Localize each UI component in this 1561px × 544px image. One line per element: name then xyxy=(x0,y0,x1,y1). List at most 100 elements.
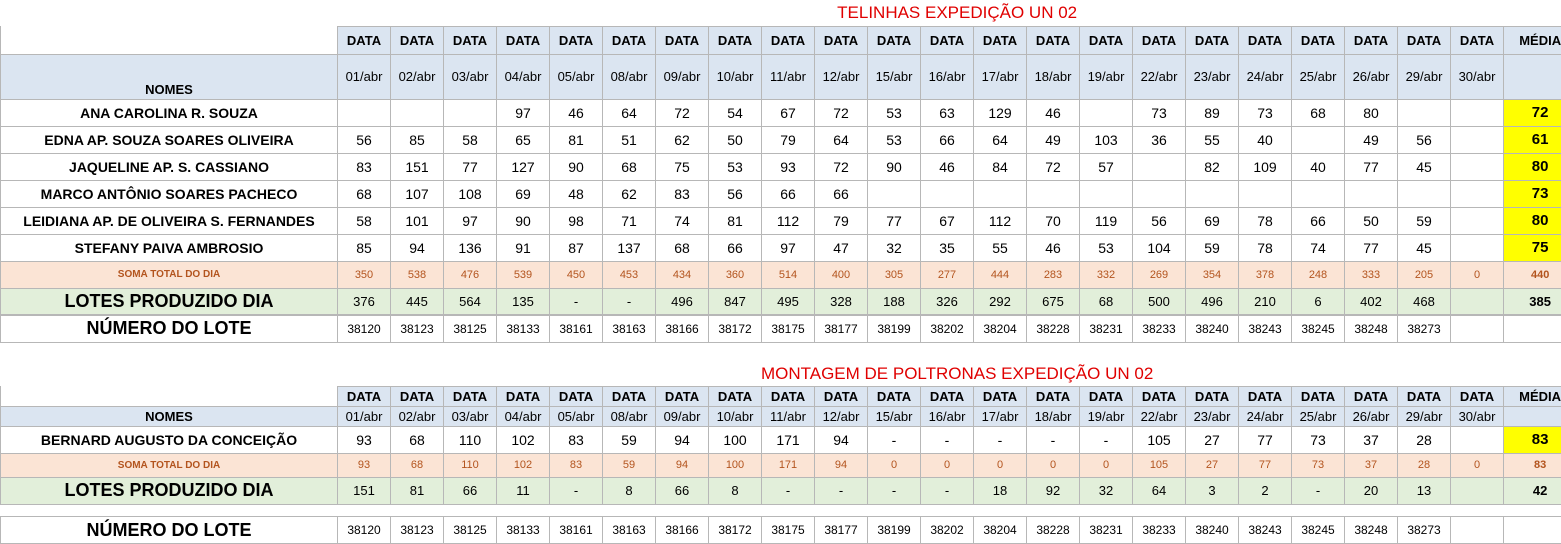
value-cell: 75 xyxy=(655,152,709,181)
numero-cell: 38166 xyxy=(655,314,709,343)
value-cell xyxy=(1079,98,1133,127)
table-row: ANA CAROLINA R. SOUZA 97 46 64 72 54 67 72 53 63 1… xyxy=(0,98,1561,127)
value-cell: 77 xyxy=(443,152,497,181)
value-cell: 45 xyxy=(1397,233,1451,262)
lotes-cell: 564 xyxy=(443,287,497,316)
value-cell: 77 xyxy=(1344,233,1398,262)
lotes-cell: 6 xyxy=(1291,287,1345,316)
value-cell: 81 xyxy=(549,125,603,154)
soma-cell: 538 xyxy=(390,260,444,289)
blank-cell xyxy=(1502,405,1561,427)
value-cell xyxy=(1397,98,1451,127)
data-header: DATA xyxy=(1344,25,1398,55)
value-cell xyxy=(1450,152,1504,181)
lotes-cell: 468 xyxy=(1397,287,1451,316)
value-cell: 171 xyxy=(761,425,815,454)
table-row: BERNARD AUGUSTO DA CONCEIÇÃO 93 68 110 102 83… xyxy=(0,425,1561,454)
media-cell: 80 xyxy=(1502,152,1561,181)
numero-cell: 38202 xyxy=(920,314,974,343)
soma-cell: 94 xyxy=(655,452,709,478)
soma-cell: 453 xyxy=(602,260,656,289)
value-cell: 68 xyxy=(390,425,444,454)
value-cell: 51 xyxy=(602,125,656,154)
value-cell: 59 xyxy=(602,425,656,454)
data-header: DATA xyxy=(655,25,709,55)
numero-label: NÚMERO DO LOTE xyxy=(0,314,338,343)
blank-cell xyxy=(1503,314,1561,343)
date-cell: 08/abr xyxy=(602,405,656,427)
soma-cell: 378 xyxy=(1238,260,1292,289)
date-cell: 01/abr xyxy=(337,53,391,100)
value-cell xyxy=(1344,179,1398,208)
date-cell: 18/abr xyxy=(1026,405,1080,427)
numero-cell: 38177 xyxy=(814,516,868,544)
blank-cell xyxy=(1503,516,1561,544)
table-row: MARCO ANTÔNIO SOARES PACHECO 68 107 108 69 48… xyxy=(0,179,1561,208)
date-cell: 03/abr xyxy=(443,405,497,427)
data-header: DATA xyxy=(973,25,1027,55)
numero-cell: 38133 xyxy=(496,314,550,343)
soma-cell: 333 xyxy=(1344,260,1398,289)
soma-cell: 248 xyxy=(1291,260,1345,289)
value-cell: 90 xyxy=(549,152,603,181)
value-cell: 48 xyxy=(549,179,603,208)
person-name: JAQUELINE AP. S. CASSIANO xyxy=(0,152,338,181)
date-cell: 15/abr xyxy=(867,405,921,427)
value-cell: 127 xyxy=(496,152,550,181)
value-cell xyxy=(1450,425,1504,454)
value-cell: 56 xyxy=(337,125,391,154)
lotes-cell: 2 xyxy=(1238,476,1292,505)
soma-cell: 514 xyxy=(761,260,815,289)
numero-cell: 38172 xyxy=(708,314,762,343)
value-cell: 62 xyxy=(655,125,709,154)
date-cell: 30/abr xyxy=(1450,53,1504,100)
value-cell: 97 xyxy=(443,206,497,235)
value-cell: 65 xyxy=(496,125,550,154)
numero-cell: 38231 xyxy=(1079,516,1133,544)
soma-cell: 0 xyxy=(1026,452,1080,478)
value-cell: 77 xyxy=(1344,152,1398,181)
value-cell: 36 xyxy=(1132,125,1186,154)
person-name: EDNA AP. SOUZA SOARES OLIVEIRA xyxy=(0,125,338,154)
numero-cell: 38204 xyxy=(973,516,1027,544)
value-cell: 37 xyxy=(1344,425,1398,454)
value-cell xyxy=(1079,179,1133,208)
numero-label: NÚMERO DO LOTE xyxy=(0,516,338,544)
lotes-cell: 188 xyxy=(867,287,921,316)
data-header: DATA xyxy=(814,385,868,407)
soma-cell: 105 xyxy=(1132,452,1186,478)
date-cell: 12/abr xyxy=(814,405,868,427)
value-cell: 83 xyxy=(655,179,709,208)
date-cell: 08/abr xyxy=(602,53,656,100)
numero-cell: 38273 xyxy=(1397,314,1451,343)
date-cell: 16/abr xyxy=(920,405,974,427)
value-cell: 84 xyxy=(973,152,1027,181)
blank-cell xyxy=(1,362,338,386)
value-cell: 87 xyxy=(549,233,603,262)
lotes-cell: 92 xyxy=(1026,476,1080,505)
date-cell: 25/abr xyxy=(1291,405,1345,427)
data-header: DATA xyxy=(761,385,815,407)
soma-cell: 27 xyxy=(1185,452,1239,478)
lotes-cell: 326 xyxy=(920,287,974,316)
media-cell: 83 xyxy=(1502,425,1561,454)
numero-cell: 38248 xyxy=(1344,516,1398,544)
data-header: DATA xyxy=(867,385,921,407)
value-cell: 27 xyxy=(1185,425,1239,454)
value-cell: 104 xyxy=(1132,233,1186,262)
data-header: DATA xyxy=(549,385,603,407)
soma-label: SOMA TOTAL DO DIA xyxy=(0,260,338,289)
soma-cell: 277 xyxy=(920,260,974,289)
value-cell: 56 xyxy=(1132,206,1186,235)
value-cell: 58 xyxy=(443,125,497,154)
numero-cell: 38120 xyxy=(337,516,391,544)
value-cell: 98 xyxy=(549,206,603,235)
value-cell: 78 xyxy=(1238,233,1292,262)
soma-cell: 350 xyxy=(337,260,391,289)
lotes-cell: 496 xyxy=(655,287,709,316)
value-cell: 102 xyxy=(496,425,550,454)
soma-cell: 110 xyxy=(443,452,497,478)
soma-cell: 0 xyxy=(973,452,1027,478)
soma-cell: 332 xyxy=(1079,260,1133,289)
numero-cell xyxy=(1450,314,1504,343)
